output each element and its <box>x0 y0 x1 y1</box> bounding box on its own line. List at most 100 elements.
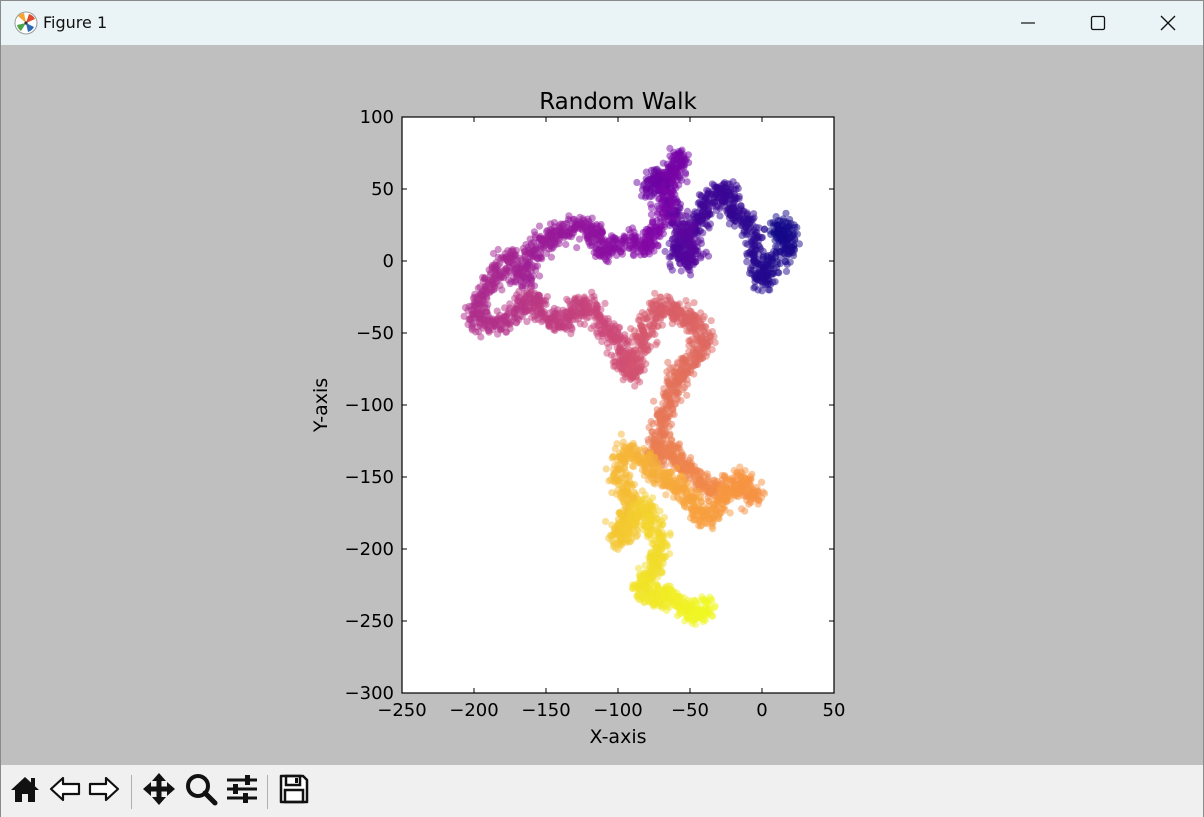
data-point <box>699 327 707 335</box>
y-tick-label: 0 <box>383 251 394 272</box>
data-point <box>779 230 787 238</box>
data-point <box>663 606 671 615</box>
data-point <box>651 168 659 176</box>
y-tick-label: −200 <box>345 539 394 560</box>
data-point <box>593 222 601 230</box>
data-point <box>642 523 651 532</box>
data-point <box>523 292 532 300</box>
data-point <box>764 251 772 260</box>
data-point <box>533 262 542 270</box>
minimize-button[interactable] <box>993 1 1063 45</box>
data-point <box>654 241 662 249</box>
data-point <box>565 212 573 220</box>
save-button[interactable] <box>276 773 312 809</box>
data-point <box>751 236 759 244</box>
data-point <box>657 308 665 317</box>
data-point <box>710 603 719 612</box>
data-point <box>708 505 716 513</box>
data-point <box>703 599 711 608</box>
data-point <box>652 297 660 305</box>
data-point <box>669 235 677 243</box>
data-point <box>779 240 787 248</box>
data-point <box>647 210 656 219</box>
data-point <box>669 206 677 214</box>
back-button[interactable] <box>47 773 83 809</box>
data-point <box>749 221 757 230</box>
data-point <box>628 584 637 592</box>
minimize-icon <box>1020 15 1036 31</box>
x-tick-label: 50 <box>823 700 846 721</box>
data-point <box>729 204 737 212</box>
data-point <box>697 254 705 262</box>
y-tick-label: −250 <box>345 611 394 632</box>
data-point <box>604 238 612 246</box>
data-point <box>730 185 738 193</box>
data-point <box>743 252 751 260</box>
data-point <box>736 473 744 481</box>
data-point <box>668 314 677 322</box>
y-tick-label: −100 <box>345 395 394 416</box>
maximize-button[interactable] <box>1063 1 1133 45</box>
y-tick-label: −300 <box>345 683 394 704</box>
data-point <box>641 561 649 570</box>
axes-background <box>402 117 834 693</box>
data-point <box>687 462 696 470</box>
data-point <box>659 520 667 528</box>
zoom-button[interactable] <box>183 773 219 809</box>
data-point <box>711 339 719 347</box>
data-point <box>668 155 676 163</box>
data-point <box>531 253 539 261</box>
data-point <box>565 314 573 322</box>
x-tick-label: −100 <box>593 700 642 721</box>
data-point <box>603 349 611 357</box>
data-point <box>562 240 570 249</box>
data-point <box>536 272 544 280</box>
data-point <box>682 170 690 178</box>
data-point <box>753 229 761 237</box>
data-point <box>707 190 715 198</box>
data-point <box>542 300 550 309</box>
data-point <box>665 239 673 248</box>
data-point <box>779 215 787 223</box>
figure-canvas[interactable]: −250 −200 −150 −100 −50 0 50 100 50 0 −50 −100 −150… <box>1 45 1203 765</box>
data-point <box>730 466 738 475</box>
data-point <box>563 295 571 303</box>
home-button[interactable] <box>7 773 43 809</box>
configure-subplots-button[interactable] <box>224 773 260 809</box>
data-point <box>642 583 650 591</box>
data-point <box>477 333 485 341</box>
data-point <box>593 302 601 310</box>
forward-button[interactable] <box>86 773 122 809</box>
data-point <box>697 236 705 244</box>
data-point <box>697 217 706 225</box>
data-point <box>656 414 664 422</box>
data-point <box>583 314 591 322</box>
pan-button[interactable] <box>141 773 177 809</box>
data-point <box>650 397 658 405</box>
y-tick-label: 100 <box>360 107 394 128</box>
data-point <box>504 258 512 266</box>
data-point <box>633 178 641 187</box>
data-point <box>596 314 604 322</box>
data-point <box>598 337 606 346</box>
data-point <box>684 265 693 274</box>
data-point <box>619 495 627 503</box>
data-point <box>662 296 671 304</box>
data-point <box>639 576 647 584</box>
data-point <box>614 335 623 343</box>
data-point <box>689 219 697 227</box>
data-point <box>646 193 654 201</box>
data-point <box>697 193 706 201</box>
data-point <box>622 458 630 466</box>
data-point <box>506 280 514 288</box>
close-button[interactable] <box>1133 1 1203 45</box>
data-point <box>782 267 791 275</box>
data-point <box>663 368 671 376</box>
data-point <box>626 509 634 517</box>
data-point <box>637 241 645 249</box>
data-point <box>475 296 483 304</box>
data-point <box>648 204 656 212</box>
data-point <box>699 315 707 323</box>
data-point <box>638 186 647 194</box>
title-bar[interactable]: Figure 1 <box>1 1 1203 45</box>
